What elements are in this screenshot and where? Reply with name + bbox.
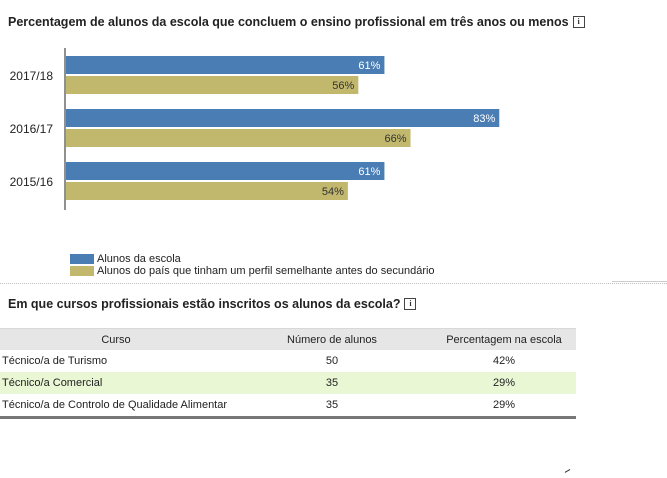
legend-swatch-school	[70, 254, 94, 264]
table-row: Técnico/a Comercial 35 29%	[0, 372, 576, 394]
bar	[66, 162, 385, 180]
bar-value-label: 66%	[384, 133, 406, 145]
bar-value-label: 61%	[358, 166, 380, 178]
course-students: 35	[232, 372, 432, 394]
header-percent: Percentagem na escola	[432, 328, 576, 350]
corner-mark	[564, 468, 574, 478]
courses-title-text: Em que cursos profissionais estão inscri…	[8, 297, 401, 311]
legend-label-school: Alunos da escola	[97, 253, 181, 265]
bar	[66, 109, 500, 127]
course-students: 35	[232, 394, 432, 419]
course-percent: 29%	[432, 394, 576, 419]
course-students: 50	[325, 355, 339, 367]
header-course: Curso	[0, 328, 232, 350]
info-icon[interactable]: i	[404, 298, 417, 310]
header-students: Número de alunos	[232, 328, 432, 350]
top-right-divider	[612, 281, 667, 282]
legend-item-country: Alunos do país que tinham um perfil seme…	[70, 265, 435, 277]
course-name: Técnico/a de Controlo de Qualidade Alime…	[0, 394, 232, 419]
bar	[66, 76, 359, 94]
info-icon[interactable]: i	[572, 16, 585, 28]
courses-title: Em que cursos profissionais estão inscri…	[8, 297, 417, 311]
course-name: Técnico/a Comercial	[0, 372, 232, 394]
category-label: 2017/18	[10, 69, 54, 83]
bar	[66, 56, 385, 74]
completion-bar-chart: 2017/18 61% 56% 2016/17 83% 66% 2015/16 61% 54%	[10, 48, 500, 210]
bar-value-label: 83%	[473, 113, 495, 125]
course-name: Técnico/a de Turismo	[2, 355, 108, 367]
chart-title: Percentagem de alunos da escola que conc…	[8, 15, 585, 29]
bar	[66, 129, 411, 147]
course-percent: 42%	[492, 355, 516, 367]
section-divider	[0, 283, 667, 284]
table-header-row: Curso Número de alunos Percentagem na es…	[0, 328, 576, 350]
legend-label-country: Alunos do país que tinham um perfil seme…	[97, 265, 435, 277]
category-label: 2016/17	[10, 122, 54, 136]
bar-value-label: 54%	[322, 186, 344, 198]
bar-value-label: 56%	[332, 80, 354, 92]
category-label: 2015/16	[10, 175, 54, 189]
chart-legend: Alunos da escola Alunos do país que tinh…	[70, 253, 435, 277]
chart-title-text: Percentagem de alunos da escola que conc…	[8, 15, 569, 29]
bar	[66, 182, 348, 200]
courses-table: Curso Número de alunos Percentagem na es…	[0, 328, 576, 419]
table-row: Técnico/a de Turismo 50 42%	[0, 350, 576, 372]
legend-swatch-country	[70, 266, 94, 276]
course-percent: 29%	[432, 372, 576, 394]
bar-value-label: 61%	[358, 60, 380, 72]
legend-item-school: Alunos da escola	[70, 253, 435, 265]
table-row: Técnico/a de Controlo de Qualidade Alime…	[0, 394, 576, 419]
